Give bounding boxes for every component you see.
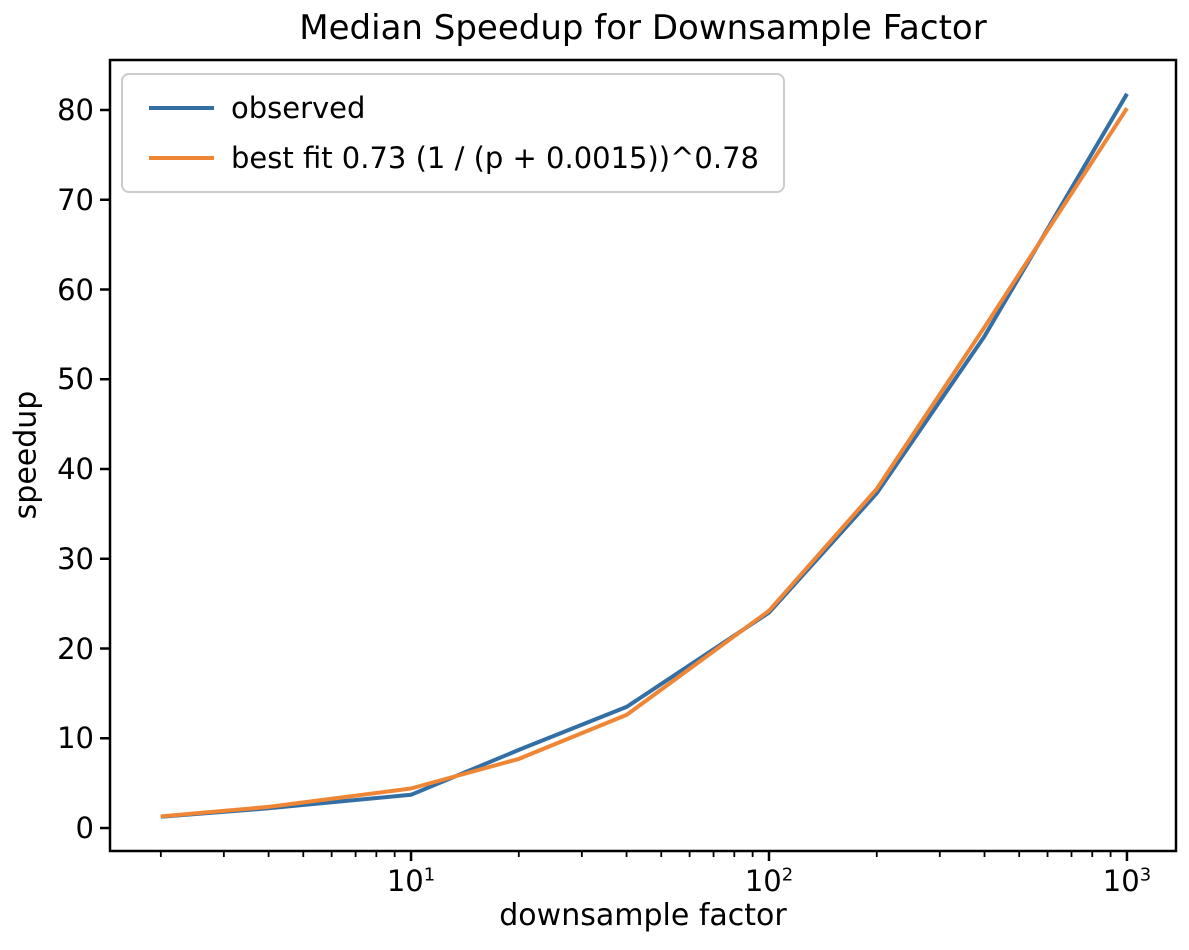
legend-item-best-fit: best fit 0.73 (1 / (p + 0.0015))^0.78 xyxy=(149,139,759,177)
observed-line-swatch xyxy=(149,105,214,111)
legend: observed best fit 0.73 (1 / (p + 0.0015)… xyxy=(121,73,785,193)
y-tick-label: 0 xyxy=(75,811,94,846)
y-tick-label: 50 xyxy=(57,362,94,397)
y-tick-label: 40 xyxy=(57,452,94,486)
observed-line xyxy=(160,92,1129,819)
y-tick-label: 30 xyxy=(57,541,94,576)
legend-label-observed: observed xyxy=(231,91,366,125)
legend-item-observed: observed xyxy=(149,89,759,127)
x-axis-label: downsample factor xyxy=(499,898,787,933)
best-fit-line-swatch xyxy=(149,155,214,161)
axes-spines xyxy=(108,58,1178,853)
y-tick-label: 20 xyxy=(57,631,94,666)
x-tick-label: 101 xyxy=(386,864,436,898)
x-tick-label: 103 xyxy=(1102,864,1152,898)
legend-label-best-fit: best fit 0.73 (1 / (p + 0.0015))^0.78 xyxy=(231,141,759,175)
y-tick-label: 10 xyxy=(57,721,94,756)
x-tick-label: 102 xyxy=(744,864,794,898)
y-tick-label: 80 xyxy=(57,92,94,127)
best-fit-line xyxy=(160,107,1129,819)
y-tick-label: 60 xyxy=(57,272,94,307)
chart-title: Median Speedup for Downsample Factor xyxy=(299,8,987,48)
y-tick-label: 70 xyxy=(57,182,94,217)
